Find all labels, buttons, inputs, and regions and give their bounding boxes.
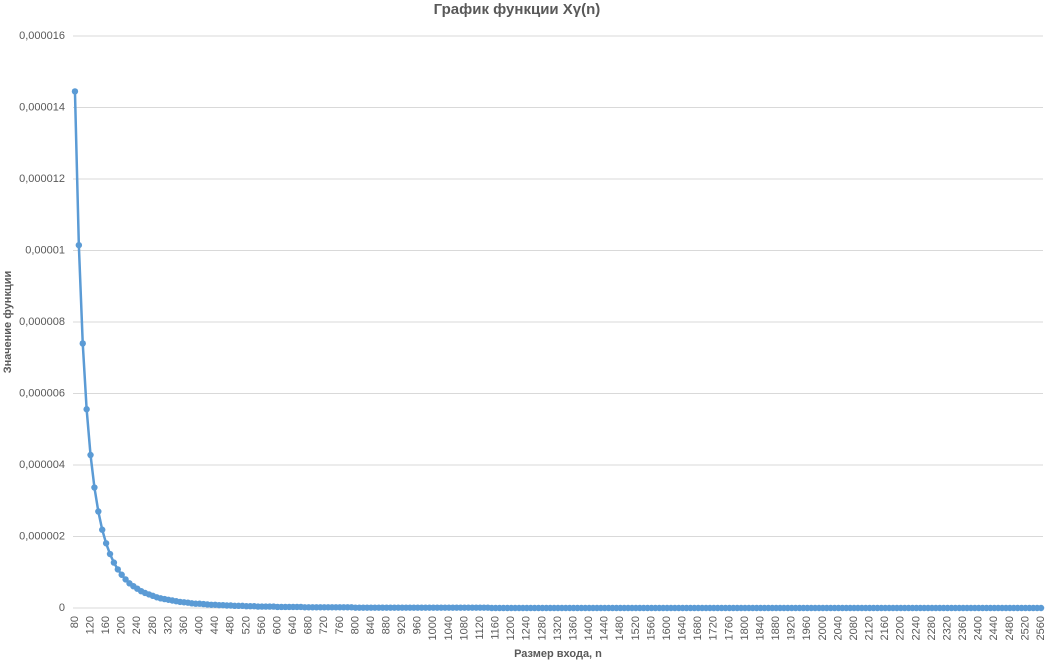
x-tick-label: 2520 — [1019, 616, 1031, 640]
x-tick-label: 1760 — [723, 616, 735, 640]
x-tick-label: 160 — [100, 616, 112, 634]
x-tick-label: 360 — [178, 616, 190, 634]
x-tick-label: 2440 — [988, 616, 1000, 640]
x-tick-label: 1240 — [521, 616, 533, 640]
x-tick-label: 1480 — [614, 616, 626, 640]
x-tick-label: 320 — [162, 616, 174, 634]
x-tick-label: 400 — [194, 616, 206, 634]
data-point — [83, 406, 90, 413]
data-point — [1037, 604, 1045, 612]
x-tick-label: 1600 — [661, 616, 673, 640]
y-tick-label: 0,000014 — [19, 101, 65, 113]
data-point — [75, 241, 83, 249]
x-tick-label: 1320 — [552, 616, 564, 640]
x-tick-label: 880 — [381, 616, 393, 634]
x-tick-label: 1680 — [692, 616, 704, 640]
x-tick-label: 1360 — [567, 616, 579, 640]
x-tick-label: 1520 — [630, 616, 642, 640]
x-tick-label: 640 — [287, 616, 299, 634]
x-tick-label: 80 — [69, 616, 81, 628]
x-tick-label: 1920 — [786, 616, 798, 640]
data-point — [118, 571, 125, 578]
x-tick-label: 960 — [412, 616, 424, 634]
x-tick-label: 2560 — [1035, 616, 1047, 640]
y-axis-title: Значение функции — [2, 271, 14, 374]
chart-title: График функции Xγ(n) — [434, 1, 601, 18]
x-tick-label: 1040 — [443, 616, 455, 640]
x-tick-label: 1280 — [536, 616, 548, 640]
x-tick-label: 720 — [318, 616, 330, 634]
data-point — [106, 550, 114, 558]
y-tick-label: 0,000002 — [19, 530, 65, 542]
x-tick-label: 1880 — [770, 616, 782, 640]
data-point — [95, 508, 102, 515]
x-tick-label: 800 — [349, 616, 361, 634]
x-tick-label: 1080 — [458, 616, 470, 640]
data-point — [99, 526, 106, 533]
data-point — [79, 340, 86, 347]
x-tick-label: 1640 — [677, 616, 689, 640]
x-tick-label: 2120 — [864, 616, 876, 640]
x-tick-label: 920 — [396, 616, 408, 634]
x-tick-label: 760 — [334, 616, 346, 634]
x-tick-label: 1120 — [474, 616, 486, 640]
x-tick-label: 2200 — [895, 616, 907, 640]
x-tick-label: 600 — [271, 616, 283, 634]
x-axis-title: Размер входа, n — [514, 648, 602, 660]
x-tick-label: 2240 — [910, 616, 922, 640]
x-tick-label: 2000 — [817, 616, 829, 640]
x-tick-label: 2360 — [957, 616, 969, 640]
series-line — [73, 91, 1042, 610]
y-tick-label: 0,000012 — [19, 173, 65, 185]
y-tick-label: 0,000006 — [19, 387, 65, 399]
x-tick-label: 2160 — [879, 616, 891, 640]
x-tick-label: 2400 — [973, 616, 985, 640]
x-tick-label: 120 — [84, 616, 96, 634]
data-point — [110, 559, 118, 566]
x-tick-label: 680 — [303, 616, 315, 634]
x-tick-label: 200 — [116, 616, 128, 634]
x-tick-label: 1720 — [708, 616, 720, 640]
data-point — [122, 576, 129, 583]
x-tick-label: 1560 — [645, 616, 657, 640]
y-tick-label: 0,000008 — [19, 316, 65, 328]
x-tick-label: 280 — [147, 616, 159, 634]
x-tick-label: 1000 — [427, 616, 439, 640]
x-tick-label: 560 — [256, 616, 268, 634]
x-tick-label: 240 — [131, 616, 143, 634]
x-tick-label: 440 — [209, 616, 221, 634]
x-tick-label: 1440 — [599, 616, 611, 640]
y-tick-label: 0,00001 — [25, 244, 65, 256]
x-tick-label: 2280 — [926, 616, 938, 640]
x-tick-label: 520 — [240, 616, 252, 634]
y-tick-label: 0,000016 — [19, 30, 65, 42]
x-tick-label: 1160 — [490, 616, 502, 640]
x-tick-label: 1840 — [754, 616, 766, 640]
y-tick-label: 0 — [59, 602, 65, 614]
x-tick-label: 2480 — [1004, 616, 1016, 640]
data-point — [114, 566, 121, 573]
x-tick-label: 840 — [365, 616, 377, 634]
x-tick-label: 2080 — [848, 616, 860, 640]
data-point — [87, 451, 94, 459]
data-point — [71, 88, 79, 95]
x-tick-label: 1400 — [583, 616, 595, 640]
data-point — [91, 484, 98, 491]
y-tick-label: 0,000004 — [19, 459, 65, 471]
x-tick-label: 1960 — [801, 616, 813, 640]
x-tick-label: 2040 — [832, 616, 844, 640]
data-point — [102, 540, 110, 547]
x-tick-label: 1800 — [739, 616, 751, 640]
x-tick-label: 2320 — [941, 616, 953, 640]
x-tick-label: 480 — [225, 616, 237, 634]
x-tick-label: 1200 — [505, 616, 517, 640]
